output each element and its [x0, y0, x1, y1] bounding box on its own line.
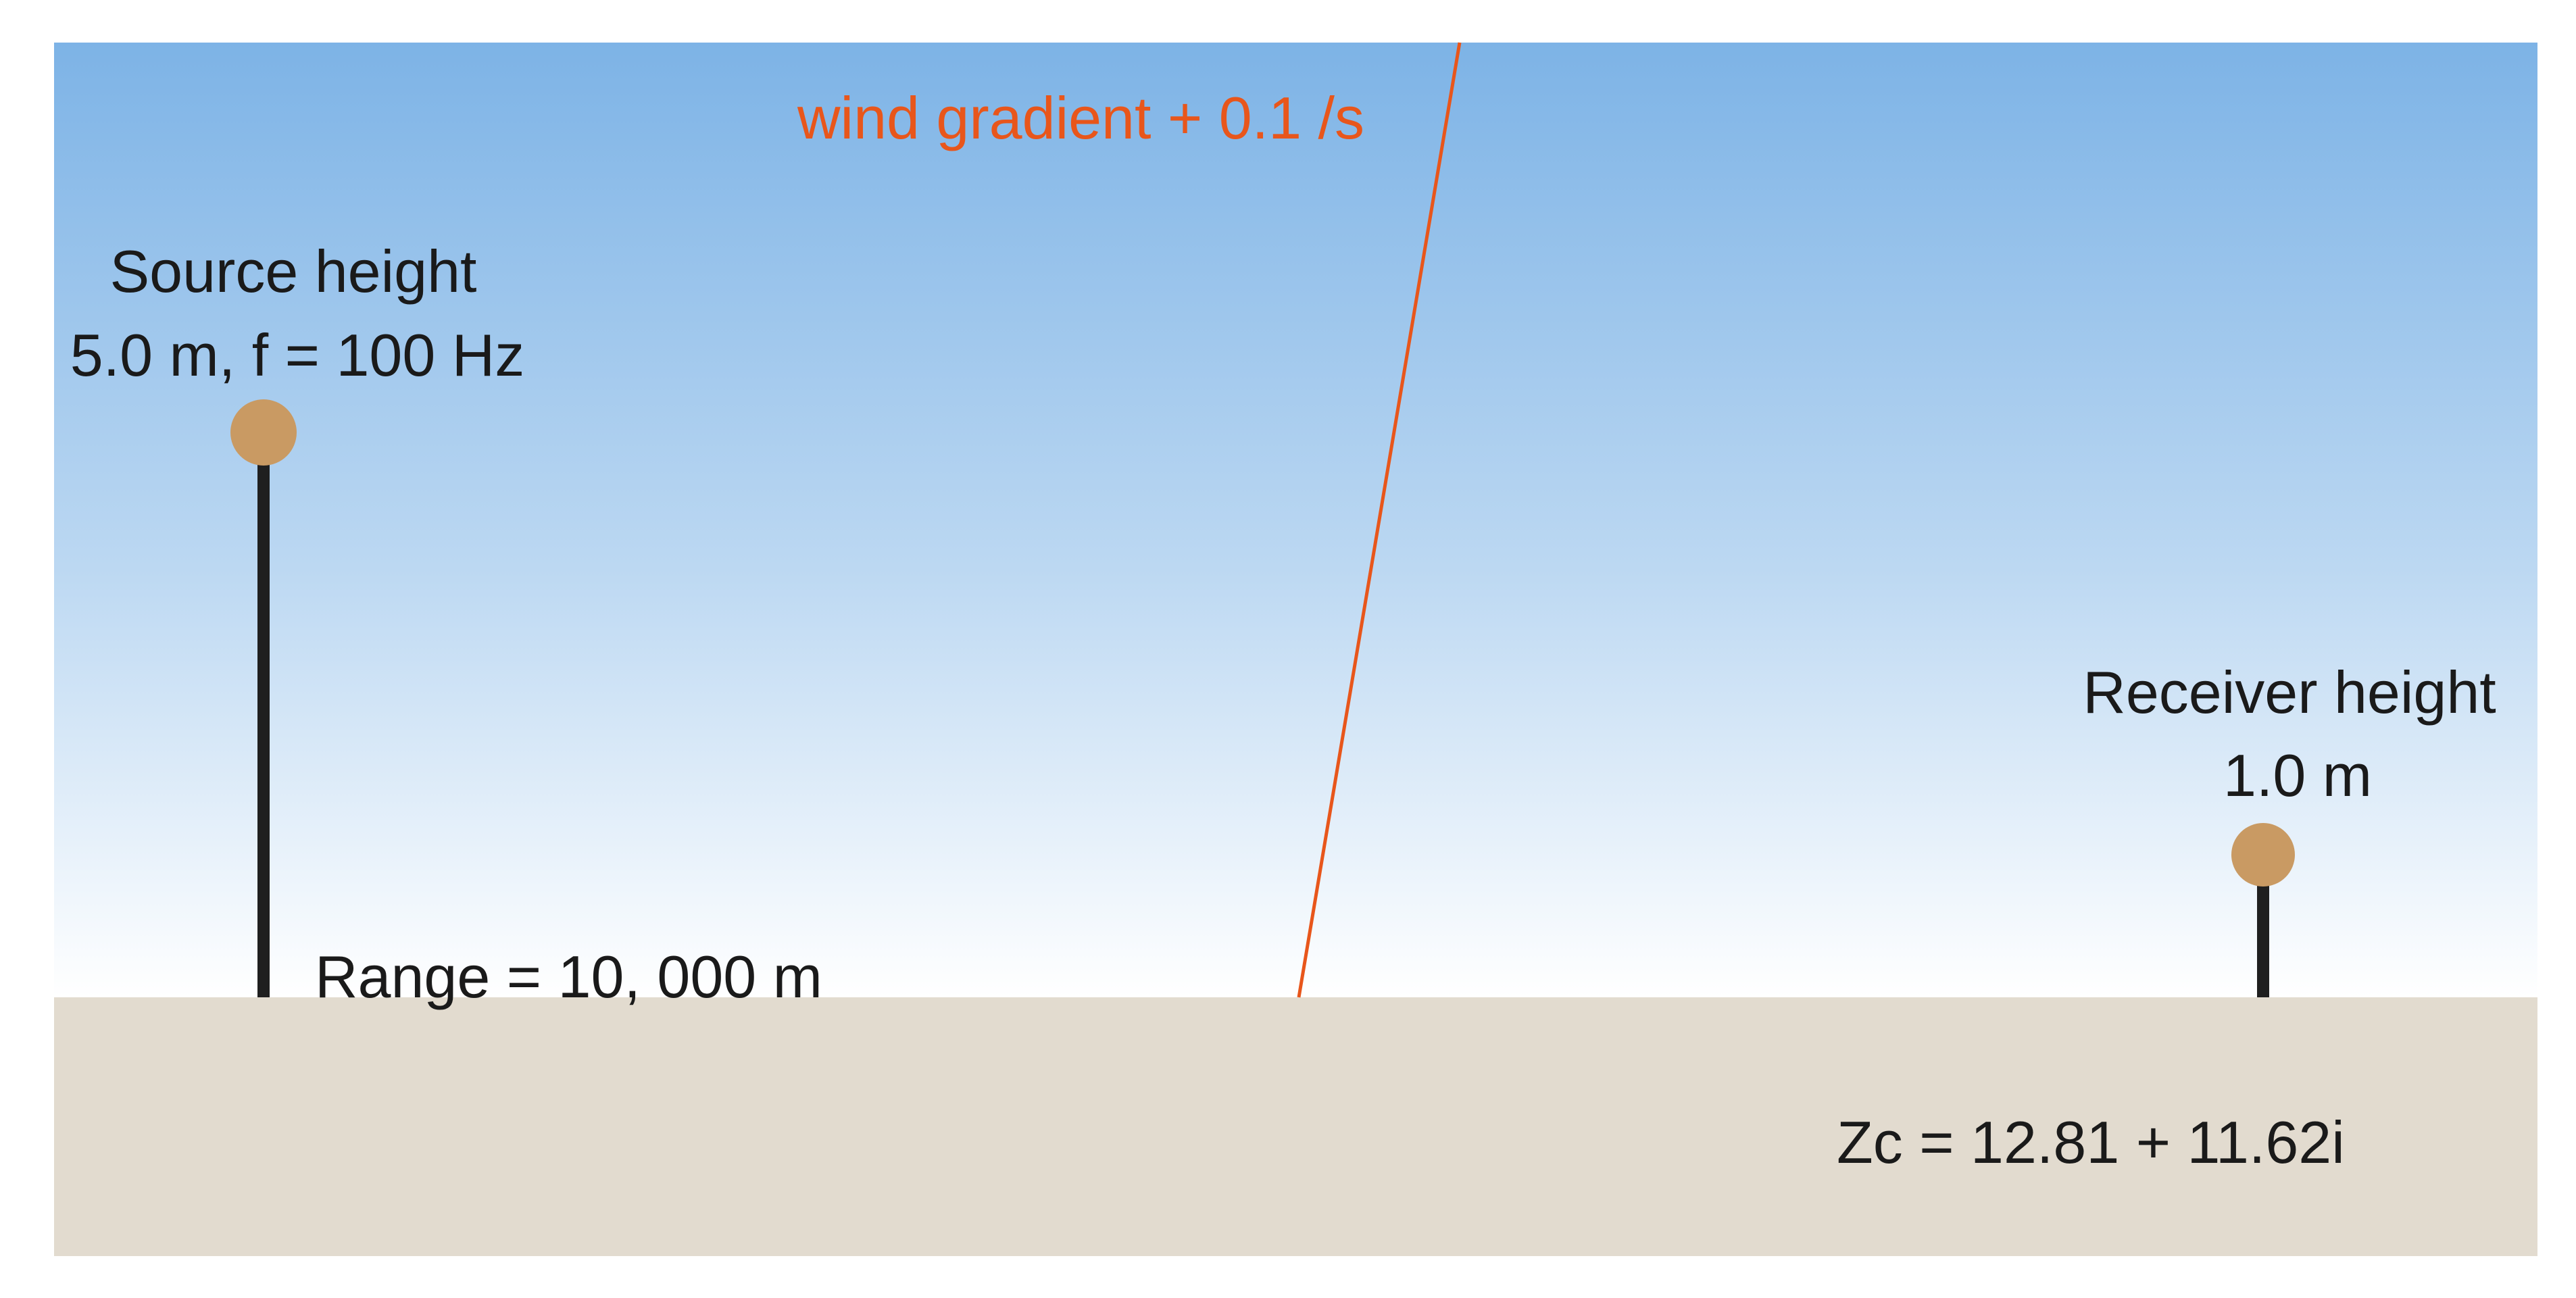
sky-background — [54, 43, 2537, 997]
ground-impedance-label: Zc = 12.81 + 11.62i — [1837, 1109, 2345, 1176]
receiver-mast — [2257, 872, 2269, 997]
source-point — [230, 399, 297, 466]
receiver-height-label: Receiver height — [2083, 659, 2496, 726]
receiver-height-value: 1.0 m — [2223, 742, 2372, 809]
source-mast — [257, 446, 270, 997]
receiver-point — [2231, 823, 2295, 887]
range-label: Range = 10, 000 m — [315, 943, 822, 1010]
source-height-label: Source height — [109, 238, 476, 305]
wind-gradient-label: wind gradient + 0.1 /s — [797, 84, 1364, 151]
source-frequency-label: 5.0 m, f = 100 Hz — [70, 322, 525, 389]
wind-gradient-line — [1297, 42, 1462, 998]
ground-layer — [54, 997, 2537, 1256]
